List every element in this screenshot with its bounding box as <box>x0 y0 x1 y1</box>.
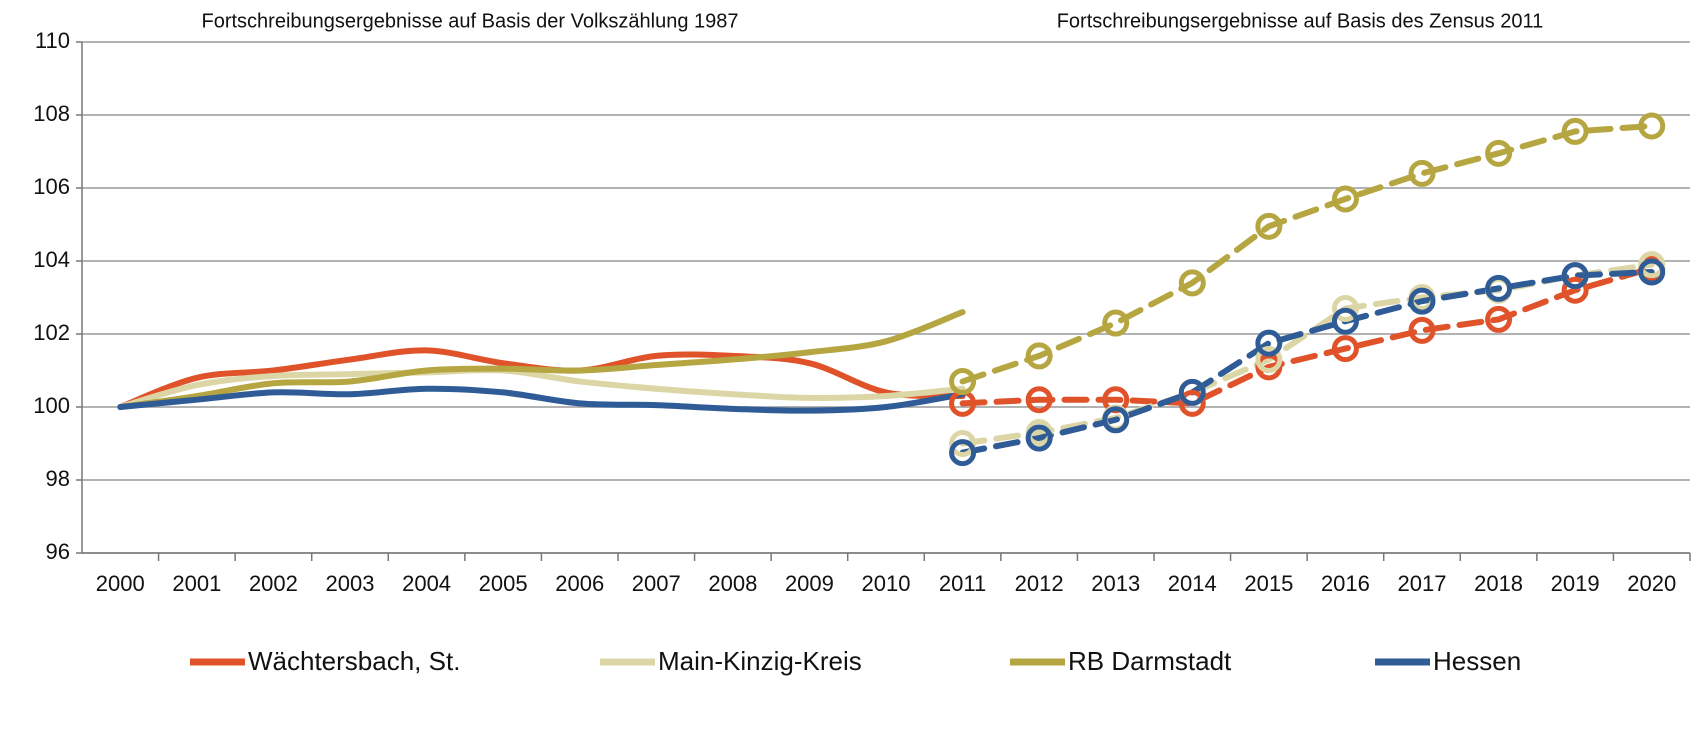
y-tick-label: 100 <box>33 393 70 418</box>
x-tick-label: 2014 <box>1168 571 1217 596</box>
marker <box>1408 287 1436 315</box>
x-tick-label: 2008 <box>708 571 757 596</box>
x-tick-label: 2016 <box>1321 571 1370 596</box>
line <box>117 385 966 414</box>
marker <box>949 430 977 457</box>
marker <box>1178 269 1206 297</box>
marker <box>1025 342 1053 370</box>
x-tick-label: 2018 <box>1474 571 1523 596</box>
marker <box>1255 346 1283 374</box>
y-tick-label: 102 <box>33 320 70 345</box>
marker <box>1255 212 1283 240</box>
marker <box>1025 386 1053 414</box>
marker <box>1561 276 1589 304</box>
line <box>117 309 966 410</box>
dashed-line <box>959 265 1655 407</box>
x-tick-label: 2019 <box>1551 571 1600 596</box>
x-tick-label: 2007 <box>632 571 681 596</box>
marker <box>1102 309 1130 337</box>
annotation: Fortschreibungsergebnisse auf Basis des … <box>1057 10 1544 32</box>
marker <box>1178 389 1206 417</box>
dashed-line <box>959 122 1655 385</box>
x-tick-label: 2013 <box>1091 571 1140 596</box>
annotation: Fortschreibungsergebnisse auf Basis der … <box>202 10 739 32</box>
x-tick-label: 2005 <box>479 571 528 596</box>
marker <box>1331 294 1359 322</box>
marker <box>1331 185 1359 213</box>
marker <box>1408 316 1436 344</box>
marker <box>1255 329 1283 357</box>
marker <box>1485 139 1513 167</box>
x-tick-label: 2009 <box>785 571 834 596</box>
x-tick-label: 2012 <box>1015 571 1064 596</box>
y-tick-label: 110 <box>35 28 70 53</box>
x-tick-label: 2002 <box>249 571 298 596</box>
marker <box>1102 406 1130 434</box>
y-tick-label: 106 <box>33 174 70 199</box>
y-tick-label: 104 <box>33 247 70 272</box>
legend-label: RB Darmstadt <box>1068 646 1232 676</box>
x-tick-label: 2011 <box>939 571 986 596</box>
line <box>117 367 966 410</box>
marker <box>949 367 977 395</box>
marker <box>1638 258 1666 286</box>
dashed-line <box>959 261 1655 447</box>
x-tick-label: 2006 <box>555 571 604 596</box>
y-tick-label: 96 <box>46 539 70 564</box>
marker <box>1561 117 1589 145</box>
legend-label: Wächtersbach, St. <box>248 646 460 676</box>
x-tick-label: 2004 <box>402 571 451 596</box>
x-tick-label: 2000 <box>96 571 145 596</box>
marker <box>1485 274 1513 302</box>
marker <box>1331 335 1359 363</box>
marker <box>1331 307 1359 335</box>
marker <box>949 439 977 467</box>
marker <box>1025 424 1053 452</box>
x-tick-label: 2017 <box>1398 571 1447 596</box>
marker <box>1408 159 1436 187</box>
dashed-line <box>959 268 1655 456</box>
x-tick-label: 2020 <box>1627 571 1676 596</box>
y-tick-label: 108 <box>33 101 70 126</box>
x-tick-label: 2015 <box>1244 571 1293 596</box>
x-tick-label: 2003 <box>326 571 375 596</box>
legend-label: Hessen <box>1433 646 1521 676</box>
y-tick-label: 98 <box>46 466 70 491</box>
x-tick-label: 2001 <box>172 571 221 596</box>
marker <box>1485 305 1513 333</box>
marker <box>1178 378 1206 406</box>
marker <box>1638 112 1666 140</box>
legend-label: Main-Kinzig-Kreis <box>658 646 862 676</box>
x-tick-label: 2010 <box>862 571 911 596</box>
marker <box>1561 262 1589 290</box>
